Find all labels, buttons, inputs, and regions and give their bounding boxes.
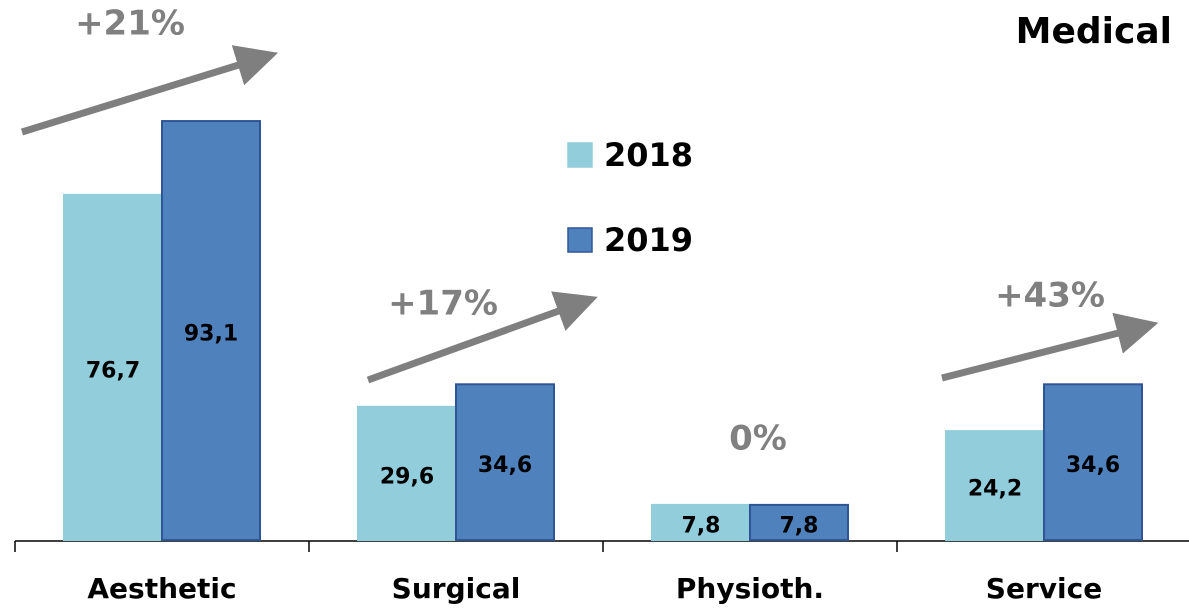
bar xyxy=(945,430,1045,542)
value-label: 93,1 xyxy=(184,322,238,347)
annotation: +21% xyxy=(75,4,185,44)
value-label: 29,6 xyxy=(380,464,434,489)
value-label: 24,2 xyxy=(968,477,1022,502)
annotation: +43% xyxy=(995,276,1105,316)
value-label: 7,8 xyxy=(682,513,721,538)
x-tick-label: Aesthetic xyxy=(87,572,236,605)
legend-swatch xyxy=(567,227,593,253)
arrows xyxy=(20,45,1159,384)
annotation: 0% xyxy=(729,419,787,459)
value-label: 7,8 xyxy=(780,513,819,538)
trend-arrow xyxy=(941,312,1159,382)
bar xyxy=(455,383,555,541)
bar xyxy=(1043,383,1143,541)
legend-label: 2019 xyxy=(604,221,693,259)
trend-arrow xyxy=(366,291,598,384)
x-tick-label: Surgical xyxy=(392,572,521,605)
value-label: 34,6 xyxy=(1066,453,1120,478)
bar xyxy=(161,120,261,542)
bar xyxy=(749,503,849,541)
bar xyxy=(63,193,163,541)
value-label: 76,7 xyxy=(86,358,140,383)
trend-arrow xyxy=(20,45,279,136)
value-label: 34,6 xyxy=(478,453,532,478)
annotation: +17% xyxy=(388,284,498,324)
x-tick-label: Service xyxy=(986,572,1102,605)
chart-title: Medical xyxy=(1016,11,1172,52)
x-tick-label: Physioth. xyxy=(676,572,824,605)
legend-label: 2018 xyxy=(604,136,693,174)
legend-swatch xyxy=(567,142,593,168)
